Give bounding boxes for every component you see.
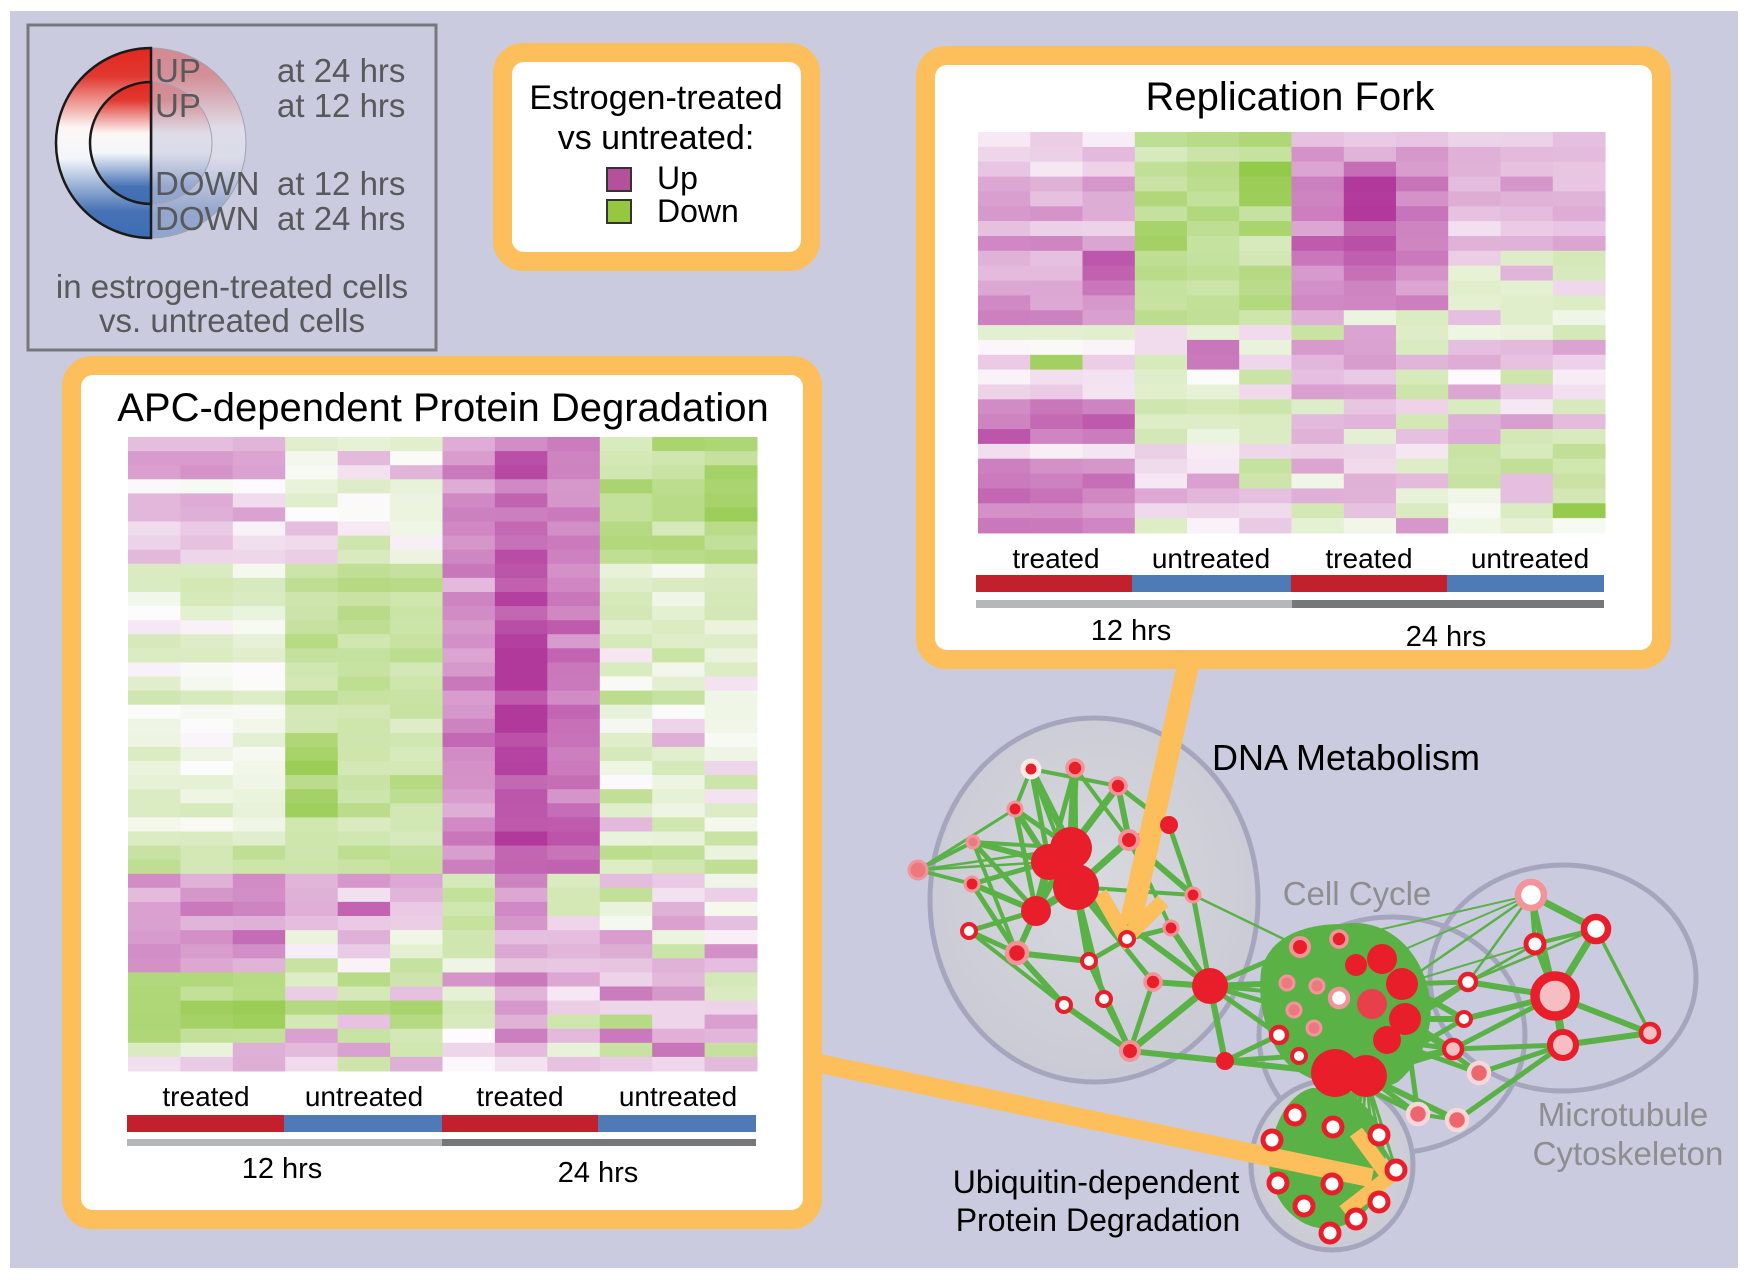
svg-text:Protein Degradation: Protein Degradation [956,1202,1241,1238]
svg-text:Down: Down [657,193,739,229]
svg-text:Cell Cycle: Cell Cycle [1283,875,1432,912]
svg-text:12 hrs: 12 hrs [242,1153,323,1185]
svg-text:vs untreated:: vs untreated: [558,119,755,157]
svg-text:at 24 hrs: at 24 hrs [277,200,405,237]
svg-text:Microtubule: Microtubule [1538,1096,1709,1133]
svg-text:Cytoskeleton: Cytoskeleton [1533,1135,1724,1172]
svg-text:untreated: untreated [1471,543,1589,574]
svg-text:UP: UP [155,52,201,89]
svg-text:24 hrs: 24 hrs [558,1157,639,1189]
svg-text:in estrogen-treated cells: in estrogen-treated cells [56,268,408,305]
svg-text:treated: treated [1012,543,1099,574]
svg-text:treated: treated [476,1081,563,1112]
svg-text:at 12 hrs: at 12 hrs [277,87,405,124]
svg-text:untreated: untreated [305,1081,423,1112]
svg-text:24 hrs: 24 hrs [1406,621,1487,653]
svg-text:treated: treated [1325,543,1412,574]
svg-text:DNA Metabolism: DNA Metabolism [1212,737,1480,778]
svg-text:Ubiquitin-dependent: Ubiquitin-dependent [953,1164,1240,1200]
svg-text:Estrogen-treated: Estrogen-treated [529,79,782,117]
svg-text:untreated: untreated [619,1081,737,1112]
svg-text:vs. untreated cells: vs. untreated cells [99,302,365,339]
svg-text:at 12 hrs: at 12 hrs [277,165,405,202]
svg-text:untreated: untreated [1152,543,1270,574]
svg-text:Replication Fork: Replication Fork [1145,75,1435,119]
svg-text:12 hrs: 12 hrs [1091,615,1172,647]
svg-text:APC-dependent Protein Degradat: APC-dependent Protein Degradation [117,386,769,430]
svg-text:at 24 hrs: at 24 hrs [277,52,405,89]
svg-text:UP: UP [155,87,201,124]
svg-text:DOWN: DOWN [155,165,259,202]
svg-text:treated: treated [162,1081,249,1112]
svg-text:Up: Up [657,160,698,196]
svg-text:DOWN: DOWN [155,200,259,237]
